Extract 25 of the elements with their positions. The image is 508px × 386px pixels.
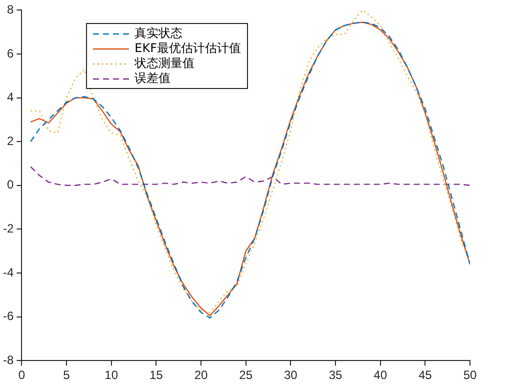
- y-tick-label: 8: [6, 2, 14, 17]
- y-tick-label: 4: [6, 90, 14, 104]
- y-tick-label: -4: [3, 265, 14, 280]
- legend-label: 真实状态: [134, 26, 183, 42]
- x-tick-label: 25: [239, 368, 253, 382]
- y-tick-label: -2: [3, 222, 14, 236]
- x-tick-label: 35: [328, 368, 342, 382]
- x-tick-label: 45: [418, 368, 432, 382]
- x-tick-label: 15: [149, 368, 164, 382]
- x-tick-label: 20: [194, 368, 208, 382]
- x-tick-label: 50: [463, 368, 477, 382]
- legend-label: 状态测量值: [134, 56, 195, 72]
- x-tick-label: 40: [374, 368, 388, 382]
- legend-label: EKF最优估计估计值: [134, 41, 242, 56]
- x-tick-label: 10: [104, 368, 118, 382]
- x-tick-label: 0: [18, 368, 26, 382]
- y-tick-label: 0: [6, 178, 14, 192]
- legend-label: 误差值: [134, 71, 171, 86]
- x-tick-label: 30: [284, 368, 298, 382]
- y-tick-label: -6: [3, 309, 14, 324]
- y-tick-label: 2: [6, 134, 14, 148]
- x-tick-label: 5: [63, 368, 70, 382]
- line-series: [30, 166, 470, 186]
- y-tick-label: 6: [6, 46, 14, 60]
- y-tick-label: -8: [3, 352, 14, 367]
